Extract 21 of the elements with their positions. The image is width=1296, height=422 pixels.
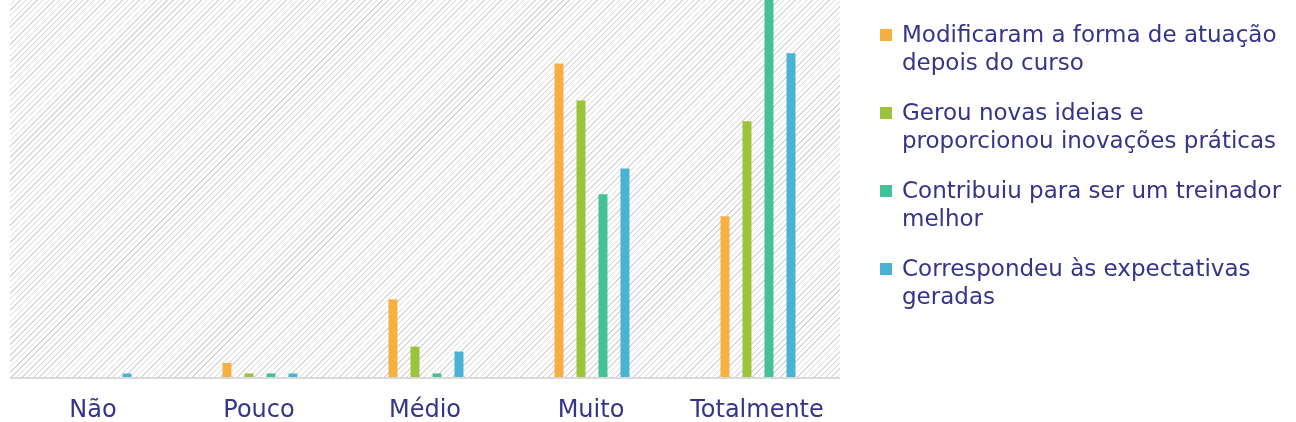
legend-label: Correspondeu às expectativas geradas (902, 254, 1252, 310)
bar (576, 100, 586, 378)
legend-label: Modificaram a forma de atuação depois do curso (902, 20, 1278, 76)
bar (388, 299, 398, 378)
x-tick-label: Não (69, 395, 117, 422)
bar (742, 121, 752, 378)
bar (222, 362, 232, 378)
x-tick-label: Pouco (223, 395, 295, 422)
x-tick-label: Totalmente (689, 395, 824, 422)
x-tick-label: Muito (557, 395, 625, 422)
legend-label: Gerou novas ideias e proporcionou inovações práticas (902, 98, 1278, 154)
bar (598, 194, 608, 378)
bar (410, 346, 420, 378)
legend-label: Contribuiu para ser um treinador melhor (902, 176, 1283, 232)
bar (786, 53, 796, 378)
bar (554, 63, 564, 378)
x-tick-label: Médio (388, 395, 462, 422)
bar (620, 168, 630, 378)
bar (764, 0, 774, 378)
bar (720, 216, 730, 378)
bar (454, 351, 464, 378)
